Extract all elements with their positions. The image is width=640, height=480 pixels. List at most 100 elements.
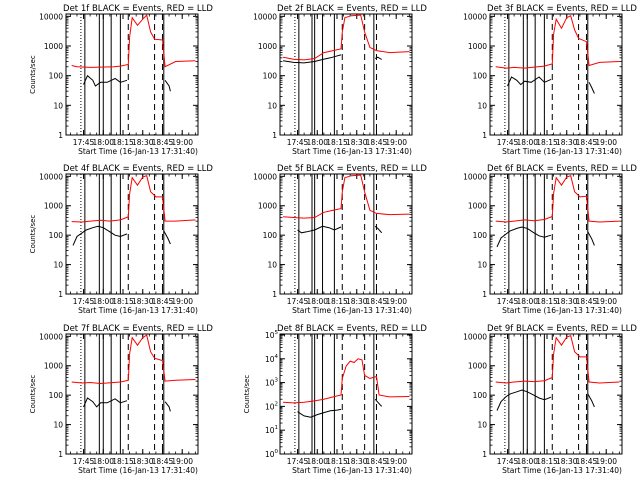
chart-8-series-events [374,398,383,407]
chart-7-xlabel: Start Time (16-Jan-13 17:31:40) [78,466,198,475]
chart-1-series-lld [71,14,196,68]
chart-9-ytick-label: 10000 [463,332,487,341]
chart-5-xtick-label: 18:15 [326,297,348,306]
chart-8-series-lld [283,358,410,404]
chart-4-ytick-label: 10000 [39,172,63,181]
chart-9-ytick-label: 10 [477,421,487,430]
chart-4-ytick-label: 10 [53,261,63,270]
chart-3-xtick-label: 18:00 [516,138,538,147]
chart-3-ytick-label: 1 [482,131,487,140]
chart-3-xtick-label: 19:00 [595,138,617,147]
chart-6-ytick-label: 1000 [468,202,487,211]
chart-3-xtick-label: 18:45 [576,138,598,147]
chart-4-xtick-label: 18:15 [112,297,134,306]
chart-2-title: Det 2f BLACK = Events, RED = LLD [277,4,427,14]
chart-9-ytick-label: 1000 [468,362,487,371]
chart-5-xtick-label: 18:45 [366,297,388,306]
chart-2-xtick-label: 18:30 [346,138,368,147]
chart-8-series-events [297,408,342,418]
chart-8-xtick-label: 18:00 [306,457,328,466]
chart-9-xtick-label: 18:15 [536,457,558,466]
chart-9-xtick-label: 18:45 [576,457,598,466]
chart-1-xlabel: Start Time (16-Jan-13 17:31:40) [78,147,198,156]
chart-6-axes-frame [489,173,623,295]
chart-6-ytick-label: 10 [477,261,487,270]
chart-2-panel: Det 2f BLACK = Events, RED = LLD 1 10 100 10… [253,4,427,156]
chart-8-ytick-label: 101 [265,425,278,435]
chart-8-ytick-label: 105 [265,330,279,340]
chart-5-series-events [374,225,383,234]
chart-1-axes-frame [65,13,199,136]
chart-8-xtick-label: 18:30 [346,457,368,466]
chart-1-xtick-label: 17:45 [73,138,95,147]
chart-8-panel: Det 8f BLACK = Events, RED = LLD 100 101 10… [243,324,427,475]
chart-1-xtick-label: 18:15 [112,138,134,147]
chart-9-series-events [496,389,552,411]
chart-7-xtick-label: 18:30 [132,457,154,466]
chart-3-series-events [507,76,552,87]
chart-9-panel: Det 9f BLACK = Events, RED = LLD 1 10 100 10… [463,324,637,475]
chart-9-xtick-label: 19:00 [595,457,617,466]
chart-1-ytick-label: 10 [53,101,63,110]
chart-5-series-lld [283,174,410,219]
chart-6-xtick-label: 18:45 [576,297,598,306]
chart-5-ytick-label: 10 [267,261,277,270]
chart-5-xtick-label: 19:00 [385,297,407,306]
chart-4-xtick-label: 18:00 [92,297,114,306]
chart-8-xtick-label: 18:15 [326,457,348,466]
chart-8-xtick-label: 18:45 [366,457,388,466]
chart-3-panel: Det 3f BLACK = Events, RED = LLD 1 10 100 10… [463,4,637,156]
chart-5-xtick-label: 18:00 [306,297,328,306]
chart-7-xtick-label: 18:00 [92,457,114,466]
chart-3-ytick-label: 1000 [468,42,487,51]
chart-9-xtick-label: 18:00 [516,457,538,466]
chart-9-ytick-label: 1 [482,450,487,459]
chart-4-series-lld [71,175,196,223]
chart-4-axes-frame [65,173,199,295]
chart-7-ytick-label: 100 [49,391,64,400]
chart-1-xtick-label: 18:30 [132,138,154,147]
chart-4-ytick-label: 100 [49,231,64,240]
chart-2-xtick-label: 17:45 [287,138,309,147]
chart-4-series-events [163,230,171,245]
chart-5-xtick-label: 18:30 [346,297,368,306]
chart-4-series-events [72,225,128,246]
chart-5-ytick-label: 100 [263,231,278,240]
chart-4-ytick-label: 1 [58,290,63,299]
chart-2-xtick-label: 18:45 [366,138,388,147]
chart-7-ytick-label: 10 [53,421,63,430]
chart-2-ytick-label: 1 [272,131,277,140]
chart-5-axes-frame [279,173,413,295]
chart-6-series-events [587,231,595,246]
chart-9-xtick-label: 18:30 [556,457,578,466]
chart-9-title: Det 9f BLACK = Events, RED = LLD [487,324,637,334]
chart-5-ytick-label: 1000 [258,202,277,211]
chart-2-series-events [283,54,342,64]
chart-6-ytick-label: 1 [482,290,487,299]
chart-2-ytick-label: 10000 [253,12,277,21]
chart-4-ytick-label: 1000 [44,202,63,211]
chart-1-xtick-label: 19:00 [171,138,193,147]
chart-7-title: Det 7f BLACK = Events, RED = LLD [63,324,213,334]
chart-1-ytick-label: 100 [49,72,64,81]
chart-1-ytick-label: 1 [58,131,63,140]
chart-2-ytick-label: 10 [267,101,277,110]
chart-7-series-events [164,401,171,412]
chart-9-series-lld [495,335,620,384]
chart-2-xtick-label: 19:00 [385,138,407,147]
chart-7-ytick-label: 1 [58,450,63,459]
chart-1-ytick-label: 10000 [39,12,63,21]
chart-4-xtick-label: 18:45 [152,297,174,306]
chart-7-axes-frame [65,333,199,455]
chart-2-ytick-label: 1000 [258,42,277,51]
chart-6-title: Det 6f BLACK = Events, RED = LLD [487,164,637,174]
chart-1-xtick-label: 18:00 [92,138,114,147]
chart-6-ytick-label: 100 [473,231,488,240]
chart-2-axes-frame [279,13,413,136]
chart-6-panel: Det 6f BLACK = Events, RED = LLD 1 10 100 10… [463,164,637,315]
chart-8-ylabel: Counts/sec [243,375,251,414]
chart-8-ytick-label: 103 [265,378,279,388]
chart-3-ytick-label: 10000 [463,12,487,21]
chart-1-ylabel: Counts/sec [29,55,37,94]
